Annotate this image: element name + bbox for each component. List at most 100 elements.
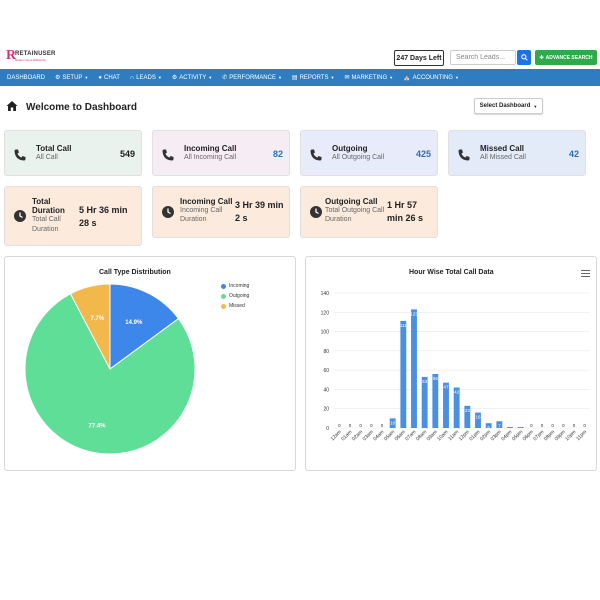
days-left-button[interactable]: 247 Days Left	[394, 50, 444, 66]
x-tick-label: 09am	[426, 429, 439, 442]
y-tick-label: 0	[326, 426, 329, 432]
card-title: Total Call	[36, 144, 72, 153]
bank-icon: ⛪	[403, 75, 411, 81]
retainuser-logo[interactable]: R RETAINUSER Retain Users Efficiently	[6, 48, 55, 63]
card-value: 549	[119, 149, 135, 159]
call-type-distribution-panel: Call Type Distribution 14.9% 77.4% 7.7% In…	[4, 256, 296, 471]
card-value: 82	[272, 149, 283, 159]
legend-dot	[221, 303, 226, 309]
select-dashboard-label: Select Dashboard	[479, 103, 531, 109]
nav-accounting[interactable]: ⛪ ACCOUNTING ▼	[403, 74, 459, 82]
y-tick-label: 20	[323, 407, 329, 413]
chart-title: Call Type Distribution	[99, 269, 171, 276]
nav-reports[interactable]: ▤ REPORTS ▼	[292, 74, 335, 82]
legend-item-missed[interactable]: Missed	[221, 301, 249, 311]
bar-data-label: 1	[509, 429, 512, 434]
search-button[interactable]	[517, 50, 531, 65]
nav-activity[interactable]: ⚙ ACTIVITY ▼	[171, 74, 212, 82]
nav-performance[interactable]: ✆ PERFORMANCE ▼	[222, 74, 282, 82]
nav-label: LEADS	[136, 74, 156, 81]
nav-label: PERFORMANCE	[229, 74, 276, 81]
phone-icon	[310, 149, 322, 161]
card-title: Missed Call	[480, 144, 525, 153]
clock-icon	[14, 210, 26, 222]
x-tick-label: 12am	[330, 429, 343, 442]
gear-icon: ⚙	[171, 75, 178, 81]
bar-data-label: 47	[443, 385, 449, 390]
pie-chart: 14.9% 77.4% 7.7%	[24, 283, 196, 455]
user-icon: ●	[98, 74, 103, 81]
bar-02pm	[485, 423, 492, 428]
nav-leads[interactable]: ∩ LEADS ▼	[130, 75, 162, 81]
logo-text: RETAINUSER	[15, 51, 56, 57]
caret-down-icon: ▼	[533, 103, 538, 109]
caret-down-icon: ▼	[454, 75, 459, 80]
bar-chart: 020406080100120140012am001am002am003am00…	[321, 291, 590, 442]
y-tick-label: 60	[323, 368, 329, 374]
bar-data-label: 5	[487, 425, 490, 430]
search-leads-input[interactable]	[450, 50, 516, 65]
card-subtitle-line2: Duration	[180, 216, 207, 223]
missed-call-card[interactable]: Missed Call All Missed Call 42	[448, 130, 586, 176]
total-duration-card[interactable]: Total Duration Total Call Duration 5 Hr …	[4, 186, 142, 246]
bar-10am	[443, 382, 449, 428]
bar-data-label: 1	[519, 429, 522, 434]
legend-label: Incoming	[229, 283, 250, 289]
bar-data-label: 0	[359, 423, 362, 428]
advance-search-button[interactable]: ✚ ADVANCE SEARCH	[535, 50, 597, 65]
card-subtitle-line1: Incoming Call	[180, 207, 223, 214]
card-subtitle-line1: Total Call	[32, 216, 61, 223]
bar-data-label: 0	[573, 423, 576, 428]
bar-data-label: 53	[422, 379, 428, 384]
hamburger-menu-icon[interactable]	[581, 270, 590, 277]
incoming-duration-card[interactable]: Incoming Call Incoming Call Duration 3 H…	[152, 186, 290, 238]
gear-icon: ⚙	[55, 75, 61, 81]
total-call-card[interactable]: Total Call All Call 549	[4, 130, 142, 176]
nav-dashboard[interactable]: DASHBOARD	[7, 75, 45, 81]
incoming-call-card[interactable]: Incoming Call All Incoming Call 82	[152, 130, 290, 176]
bar-12pm	[464, 405, 471, 428]
legend-item-incoming[interactable]: Incoming	[221, 281, 249, 291]
search-icon	[520, 54, 528, 61]
nav-chat[interactable]: ● CHAT	[98, 75, 120, 81]
pie-legend: Incoming Outgoing Missed	[221, 281, 249, 311]
card-value-line1: 5 Hr 36 min	[79, 205, 128, 215]
bar-data-label: 0	[541, 423, 544, 428]
nav-label: REPORTS	[299, 74, 329, 81]
pie-data-label: 7.7%	[91, 316, 105, 322]
card-subtitle: All Missed Call	[480, 154, 526, 161]
legend-item-outgoing[interactable]: Outgoing	[221, 291, 249, 301]
y-tick-label: 40	[323, 387, 329, 393]
y-tick-label: 80	[323, 349, 329, 355]
x-tick-label: 02am	[351, 429, 364, 442]
card-value-line1: 1 Hr 57	[387, 200, 418, 210]
x-tick-label: 01pm	[468, 429, 481, 442]
x-tick-label: 05pm	[511, 429, 524, 442]
bar-08am	[421, 376, 428, 428]
card-subtitle-line2: Duration	[32, 226, 59, 233]
caret-down-icon: ▼	[330, 75, 335, 80]
bar-09am	[432, 374, 439, 428]
x-tick-label: 10am	[436, 429, 449, 442]
bar-data-label: 0	[370, 423, 373, 428]
legend-dot	[221, 293, 226, 299]
envelope-icon: ✉	[344, 75, 350, 81]
nav-setup[interactable]: ⚙ SETUP ▼	[55, 74, 89, 82]
bar-04pm	[507, 427, 513, 428]
x-tick-label: 01am	[340, 429, 353, 442]
card-title-line1: Total	[32, 197, 51, 206]
bar-data-label: 16	[475, 415, 481, 420]
card-value-line2: 28 s	[79, 218, 97, 228]
x-tick-label: 03am	[362, 429, 375, 442]
card-value-line2: min 26 s	[387, 213, 424, 223]
bar-11am	[453, 387, 460, 428]
outgoing-card[interactable]: Outgoing All Outgoing Call 425	[300, 130, 438, 176]
nav-marketing[interactable]: ✉ MARKETING ▼	[344, 74, 393, 82]
card-title: Outgoing	[332, 144, 368, 153]
outgoing-duration-card[interactable]: Outgoing Call Total Outgoing Call Durati…	[300, 186, 438, 238]
x-tick-label: 11am	[447, 429, 460, 442]
select-dashboard-dropdown[interactable]: Select Dashboard ▼	[474, 98, 543, 114]
bar-01pm	[475, 412, 481, 428]
caret-down-icon: ▼	[84, 75, 89, 80]
bar-data-label: 0	[551, 423, 554, 428]
